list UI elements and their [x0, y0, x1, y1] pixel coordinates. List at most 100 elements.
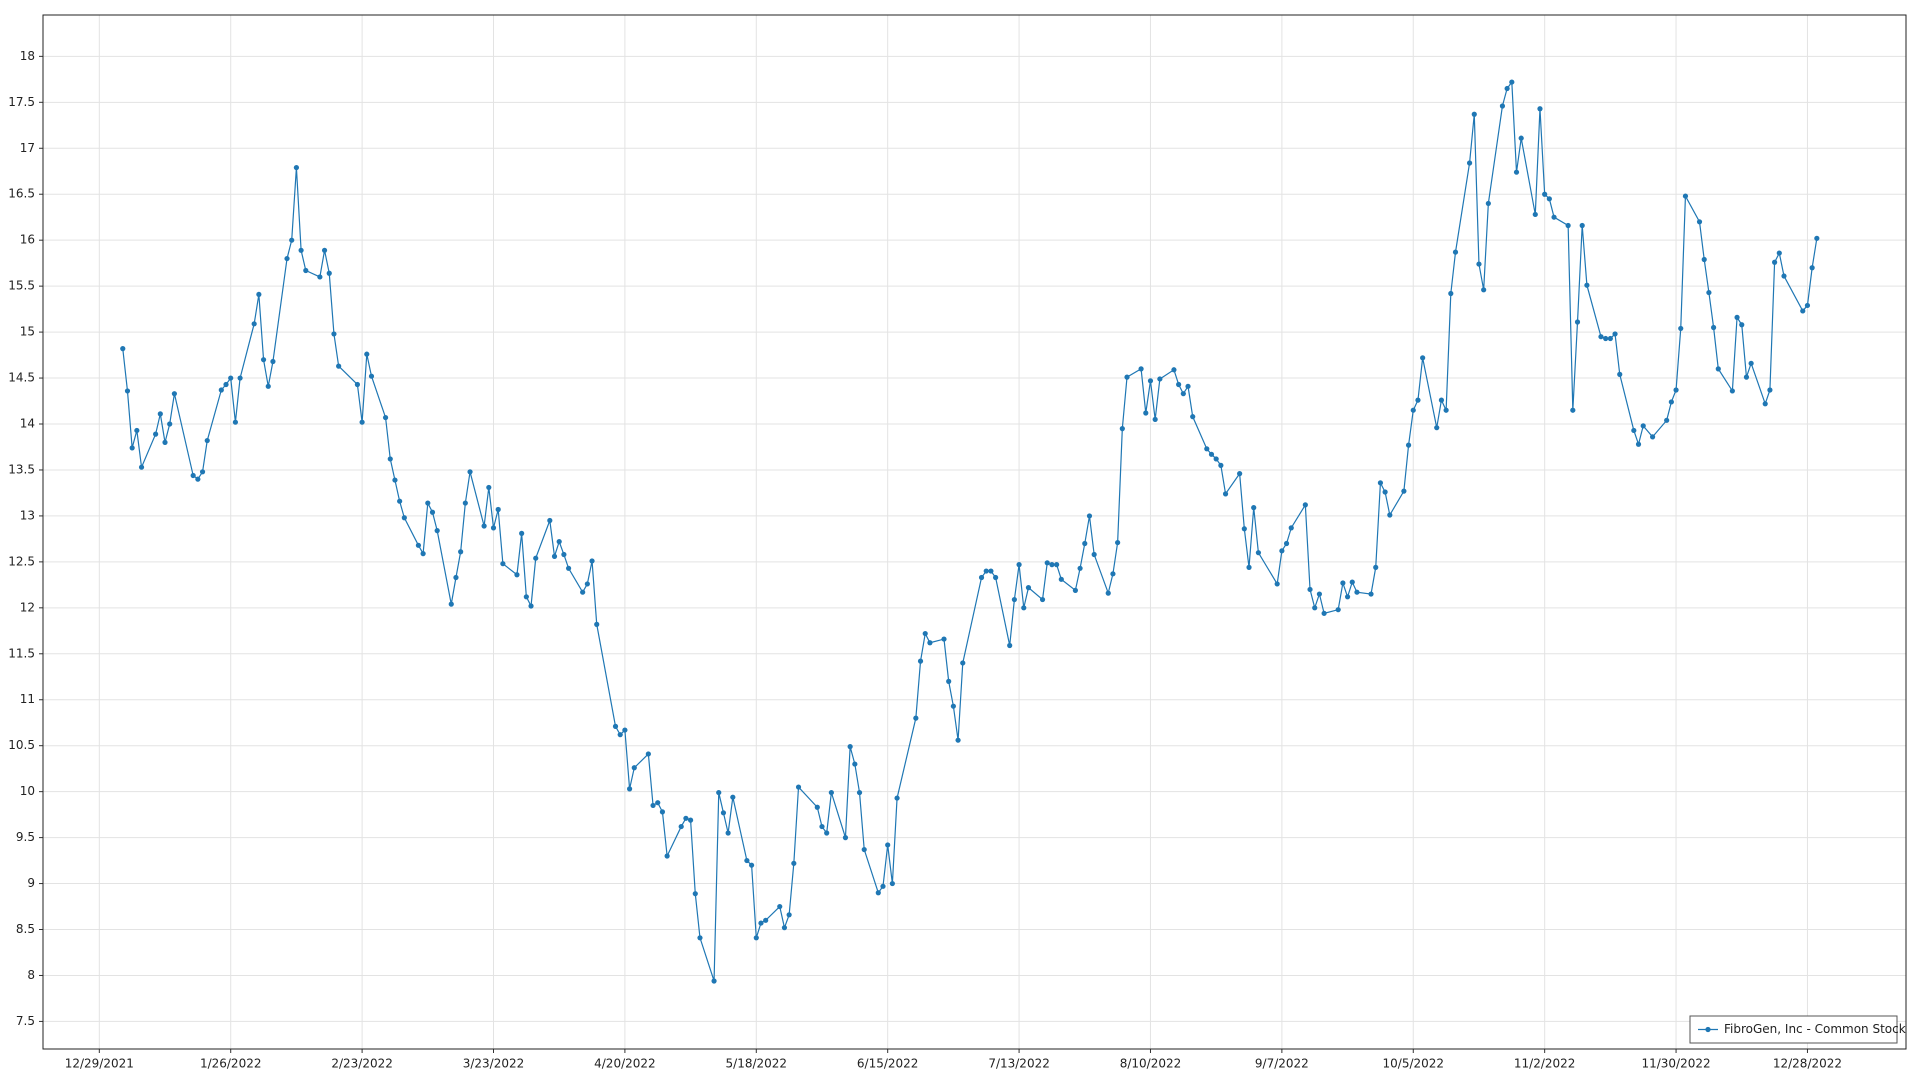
data-point — [1434, 425, 1440, 431]
data-point — [514, 572, 520, 578]
data-point — [1143, 410, 1149, 416]
y-tick-label: 12.5 — [8, 554, 35, 568]
data-point — [1124, 374, 1130, 380]
data-point — [500, 561, 506, 567]
data-point — [1171, 367, 1177, 373]
data-point — [1335, 607, 1341, 613]
data-point — [1678, 325, 1684, 332]
data-point — [1518, 135, 1524, 141]
data-point — [256, 291, 262, 298]
data-point — [1274, 581, 1280, 587]
data-point — [565, 565, 572, 571]
y-tick-label: 7.5 — [16, 1014, 35, 1028]
data-point — [1542, 191, 1548, 197]
data-point — [692, 891, 698, 897]
data-point — [1814, 235, 1820, 241]
data-point — [1537, 106, 1543, 112]
data-point — [852, 761, 858, 767]
data-point — [1673, 387, 1679, 393]
x-tick-label: 9/7/2022 — [1255, 1057, 1309, 1071]
data-point — [397, 498, 403, 504]
data-point — [950, 703, 956, 709]
data-point — [561, 551, 567, 558]
data-point — [1382, 489, 1388, 495]
data-point — [1405, 442, 1412, 448]
data-point — [1119, 426, 1125, 432]
data-point — [195, 476, 201, 482]
data-point — [368, 373, 375, 379]
x-tick-label: 11/2/2022 — [1514, 1057, 1576, 1071]
data-point — [993, 574, 999, 581]
data-point — [889, 880, 895, 887]
x-tick-label: 2/23/2022 — [331, 1057, 393, 1071]
data-point — [781, 925, 788, 931]
data-point — [1340, 580, 1346, 586]
data-point — [580, 589, 586, 595]
data-point — [167, 421, 173, 427]
y-tick-label: 17 — [20, 141, 35, 155]
plot-background — [43, 15, 1906, 1049]
data-point — [622, 727, 628, 733]
data-point — [392, 477, 398, 483]
data-point — [331, 331, 337, 337]
data-point — [153, 431, 159, 437]
data-point — [138, 464, 145, 470]
data-point — [162, 439, 168, 445]
data-point — [434, 528, 440, 534]
data-point — [321, 247, 328, 253]
data-point — [1664, 417, 1670, 423]
data-point — [284, 255, 290, 262]
data-point — [462, 500, 468, 506]
data-point — [1213, 456, 1219, 462]
data-point — [556, 539, 562, 545]
data-point — [941, 636, 947, 642]
data-point — [1072, 587, 1078, 593]
legend-box — [1689, 1015, 1898, 1044]
data-point — [687, 817, 694, 823]
data-point — [1485, 200, 1491, 207]
data-point — [317, 274, 323, 280]
data-point — [1570, 407, 1576, 413]
data-point — [1316, 591, 1323, 597]
data-point — [270, 358, 276, 365]
y-tick-label: 10.5 — [8, 738, 35, 752]
data-point — [1344, 594, 1351, 600]
y-tick-label: 10 — [20, 784, 35, 798]
data-point — [129, 445, 135, 451]
data-point — [819, 823, 825, 830]
data-point — [481, 523, 487, 529]
data-point — [326, 270, 332, 276]
data-point — [134, 427, 140, 434]
y-tick-label: 14.5 — [8, 371, 35, 385]
data-point — [1776, 250, 1782, 256]
data-point — [725, 830, 731, 836]
data-point — [1504, 85, 1510, 92]
data-point — [1025, 585, 1032, 591]
data-point — [978, 574, 985, 581]
data-point — [1288, 525, 1294, 531]
data-point — [1054, 562, 1060, 568]
data-point — [551, 553, 558, 559]
data-point — [861, 846, 867, 853]
x-tick-label: 10/5/2022 — [1383, 1057, 1445, 1071]
data-point — [1138, 366, 1144, 372]
data-point — [1584, 282, 1590, 288]
data-point — [880, 883, 886, 889]
y-tick-label: 16.5 — [8, 187, 35, 201]
data-point — [1668, 399, 1674, 405]
data-point — [495, 506, 501, 513]
data-point — [1546, 196, 1552, 202]
data-point — [1377, 480, 1384, 486]
data-point — [1176, 381, 1182, 388]
data-point — [1682, 193, 1689, 199]
data-point — [1466, 160, 1473, 166]
legend-label: FibroGen, Inc - Common Stock — [1724, 1022, 1906, 1036]
data-point — [458, 549, 464, 555]
data-point — [1110, 571, 1116, 577]
data-point — [795, 784, 802, 790]
data-point — [467, 469, 473, 475]
data-point — [744, 857, 750, 864]
x-tick-label: 12/28/2022 — [1773, 1057, 1842, 1071]
data-point — [1007, 642, 1013, 649]
x-tick-label: 5/18/2022 — [726, 1057, 788, 1071]
